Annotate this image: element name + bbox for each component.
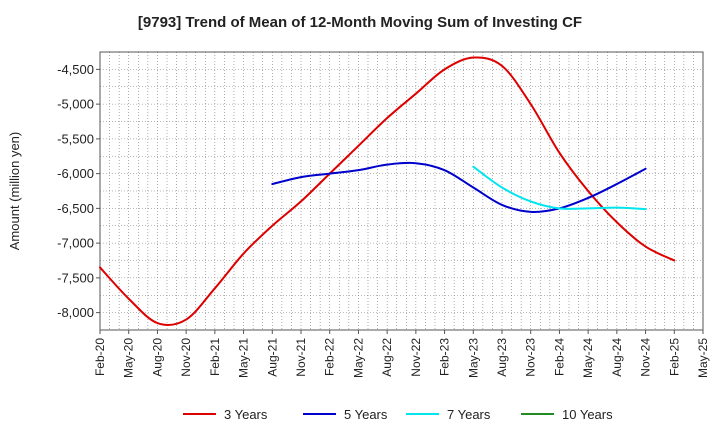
y-tick-label: -4,500 [57, 62, 94, 77]
x-tick-label: May-25 [696, 338, 710, 378]
chart-title: [9793] Trend of Mean of 12-Month Moving … [137, 14, 583, 31]
y-tick-label: -7,500 [57, 270, 94, 285]
x-tick-label: May-24 [581, 338, 595, 378]
x-tick-label: Aug-24 [610, 338, 624, 377]
series-line-3-years [99, 56, 676, 327]
x-tick-label: Nov-23 [524, 338, 538, 377]
legend-label-10-years: 10 Years [562, 407, 613, 422]
x-tick-label: Aug-20 [150, 338, 164, 377]
series-line-7-years [472, 165, 647, 211]
legend-label-3-years: 3 Years [224, 407, 268, 422]
x-tick-label: Feb-25 [667, 338, 681, 376]
x-tick-label: May-22 [351, 338, 365, 378]
grid [99, 51, 704, 331]
y-tick-label: -6,000 [57, 166, 94, 181]
y-tick-label: -6,500 [57, 201, 94, 216]
x-tick-label: Feb-22 [323, 338, 337, 376]
x-tick-label: Aug-23 [495, 338, 509, 377]
x-tick-label: May-23 [466, 338, 480, 378]
legend-label-5-years: 5 Years [344, 407, 388, 422]
legend: 3 Years 5 Years 7 Years 10 Years [183, 407, 613, 422]
y-tick-label: -5,000 [57, 97, 94, 112]
y-axis-ticks: -4,500 -5,000 -5,500 -6,000 -6,500 -7,000 -7,5… [57, 62, 100, 320]
y-tick-label: -8,000 [57, 305, 94, 320]
x-tick-label: May-21 [237, 338, 251, 378]
x-tick-label: Nov-24 [639, 338, 653, 377]
y-axis-label: Amount (million yen) [7, 132, 22, 251]
plot-area [99, 51, 704, 331]
x-tick-label: Nov-21 [294, 338, 308, 377]
series-lines [99, 56, 676, 327]
x-tick-label: May-20 [122, 338, 136, 378]
x-axis-ticks: Feb-20 May-20 Aug-20 Nov-20 Feb-21 May-21 Aug-… [93, 330, 710, 378]
x-tick-label: Aug-22 [380, 338, 394, 377]
x-tick-label: Feb-24 [552, 338, 566, 376]
x-tick-label: Aug-21 [265, 338, 279, 377]
x-tick-label: Nov-20 [179, 338, 193, 377]
series-line-5-years [271, 161, 647, 213]
y-tick-label: -7,000 [57, 236, 94, 251]
legend-label-7-years: 7 Years [447, 407, 491, 422]
x-tick-label: Nov-22 [409, 338, 423, 377]
x-tick-label: Feb-21 [208, 338, 222, 376]
x-tick-label: Feb-20 [93, 338, 107, 376]
y-tick-label: -5,500 [57, 131, 94, 146]
x-tick-label: Feb-23 [438, 338, 452, 376]
